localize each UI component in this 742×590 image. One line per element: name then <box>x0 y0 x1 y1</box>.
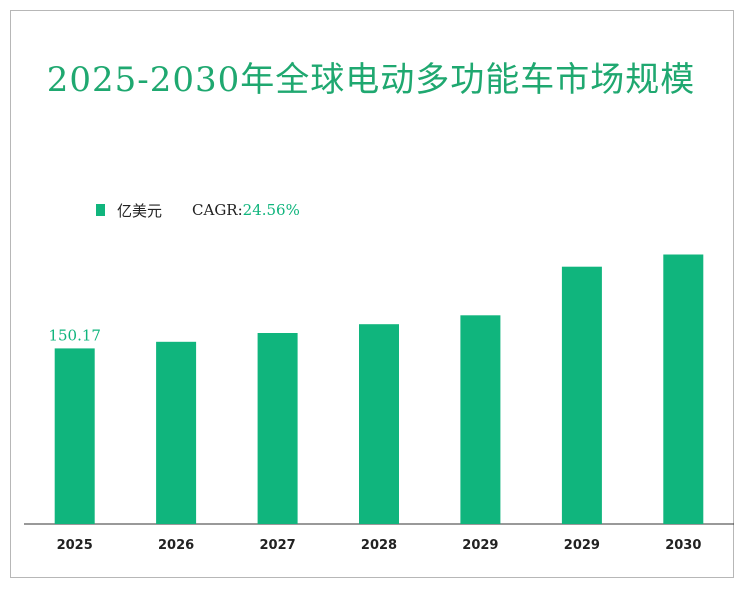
legend-swatch <box>96 204 105 216</box>
x-tick-label-5: 2029 <box>564 538 600 553</box>
x-tick-label-1: 2026 <box>158 538 194 553</box>
bar-2 <box>257 333 298 524</box>
x-tick-label-0: 2025 <box>57 538 93 553</box>
chart-title: 2025-2030年全球电动多功能车市场规模 <box>46 60 696 100</box>
x-tick-label-6: 2030 <box>665 538 701 553</box>
x-tick-label-3: 2028 <box>361 538 397 553</box>
data-label-0: 150.17 <box>48 326 101 344</box>
bar-3 <box>359 324 399 524</box>
bar-6 <box>663 254 704 524</box>
x-tick-label-2: 2027 <box>260 538 296 553</box>
legend: 亿美元 CAGR: 24.56% <box>96 200 300 220</box>
cagr-label: CAGR: <box>192 201 243 219</box>
bar-4 <box>460 315 501 524</box>
cagr-value: 24.56% <box>242 201 300 219</box>
bar-1 <box>156 341 197 524</box>
bar-5 <box>561 266 602 524</box>
bar-0 <box>54 348 95 524</box>
legend-series-label: 亿美元 <box>117 201 163 220</box>
x-tick-label-4: 2029 <box>462 538 498 553</box>
